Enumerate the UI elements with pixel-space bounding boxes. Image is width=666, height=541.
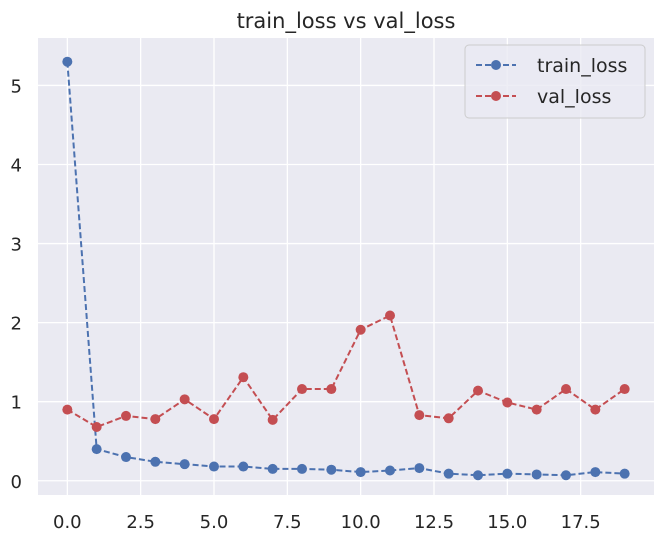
data-point — [121, 452, 131, 463]
data-point — [355, 324, 366, 335]
x-tick-label: 10.0 — [341, 512, 381, 533]
x-tick-label: 0.0 — [53, 512, 82, 533]
x-tick-label: 7.5 — [273, 512, 302, 533]
data-point — [238, 372, 249, 383]
data-point — [619, 468, 630, 479]
data-point — [502, 397, 513, 408]
y-tick-label: 5 — [11, 76, 22, 97]
data-point — [267, 463, 278, 474]
data-point — [561, 384, 571, 395]
x-tick-label: 5.0 — [200, 512, 229, 533]
data-point — [443, 413, 454, 424]
data-point — [238, 461, 249, 472]
chart-title: train_loss vs val_loss — [237, 9, 456, 34]
legend: train_loss val_loss — [464, 44, 646, 119]
data-point — [62, 404, 73, 415]
data-point — [326, 384, 337, 395]
y-tick-label: 4 — [11, 156, 22, 177]
x-tick-label: 12.5 — [414, 512, 454, 533]
x-tick-label: 17.5 — [561, 512, 601, 533]
data-point — [385, 310, 395, 321]
x-tick-label: 2.5 — [126, 512, 155, 533]
series-train_loss — [62, 56, 630, 481]
y-tick-label: 2 — [11, 314, 22, 335]
data-point — [267, 414, 278, 425]
x-tick-label: 15.0 — [487, 512, 527, 533]
data-point — [473, 385, 483, 396]
data-point — [531, 469, 542, 480]
data-point — [385, 465, 395, 476]
legend-item: val_loss — [476, 86, 611, 108]
data-point — [150, 456, 161, 467]
legend-box — [464, 44, 646, 119]
data-point — [209, 461, 219, 472]
data-point — [473, 470, 483, 481]
data-point — [62, 56, 73, 67]
data-point — [414, 463, 425, 474]
data-point — [179, 459, 190, 470]
data-point — [443, 468, 454, 479]
data-point — [561, 470, 571, 481]
data-point — [414, 410, 425, 421]
data-point — [121, 410, 131, 421]
y-axis: 0 1 2 3 4 5 — [11, 76, 22, 492]
legend-marker — [491, 91, 501, 101]
data-point — [179, 394, 190, 405]
data-point — [209, 414, 219, 425]
legend-marker — [491, 60, 501, 70]
y-tick-label: 3 — [11, 235, 22, 256]
data-point — [590, 404, 601, 415]
legend-label: val_loss — [537, 86, 611, 108]
data-point — [91, 422, 102, 433]
data-point — [355, 467, 366, 478]
data-point — [91, 444, 102, 455]
data-point — [502, 468, 513, 479]
data-point — [590, 467, 601, 478]
series-layer — [62, 56, 630, 481]
y-tick-label: 0 — [11, 472, 22, 493]
legend-item: train_loss — [476, 55, 627, 77]
series-line — [66, 314, 626, 429]
x-axis: 0.0 2.5 5.0 7.5 10.0 12.5 15.0 17.5 — [53, 512, 601, 533]
data-point — [150, 414, 161, 425]
data-point — [297, 463, 307, 474]
data-point — [326, 464, 337, 475]
data-point — [297, 384, 307, 395]
data-point — [619, 384, 630, 395]
series-val_loss — [62, 310, 630, 433]
data-point — [531, 404, 542, 415]
legend-label: train_loss — [537, 55, 627, 77]
y-tick-label: 1 — [11, 393, 22, 414]
